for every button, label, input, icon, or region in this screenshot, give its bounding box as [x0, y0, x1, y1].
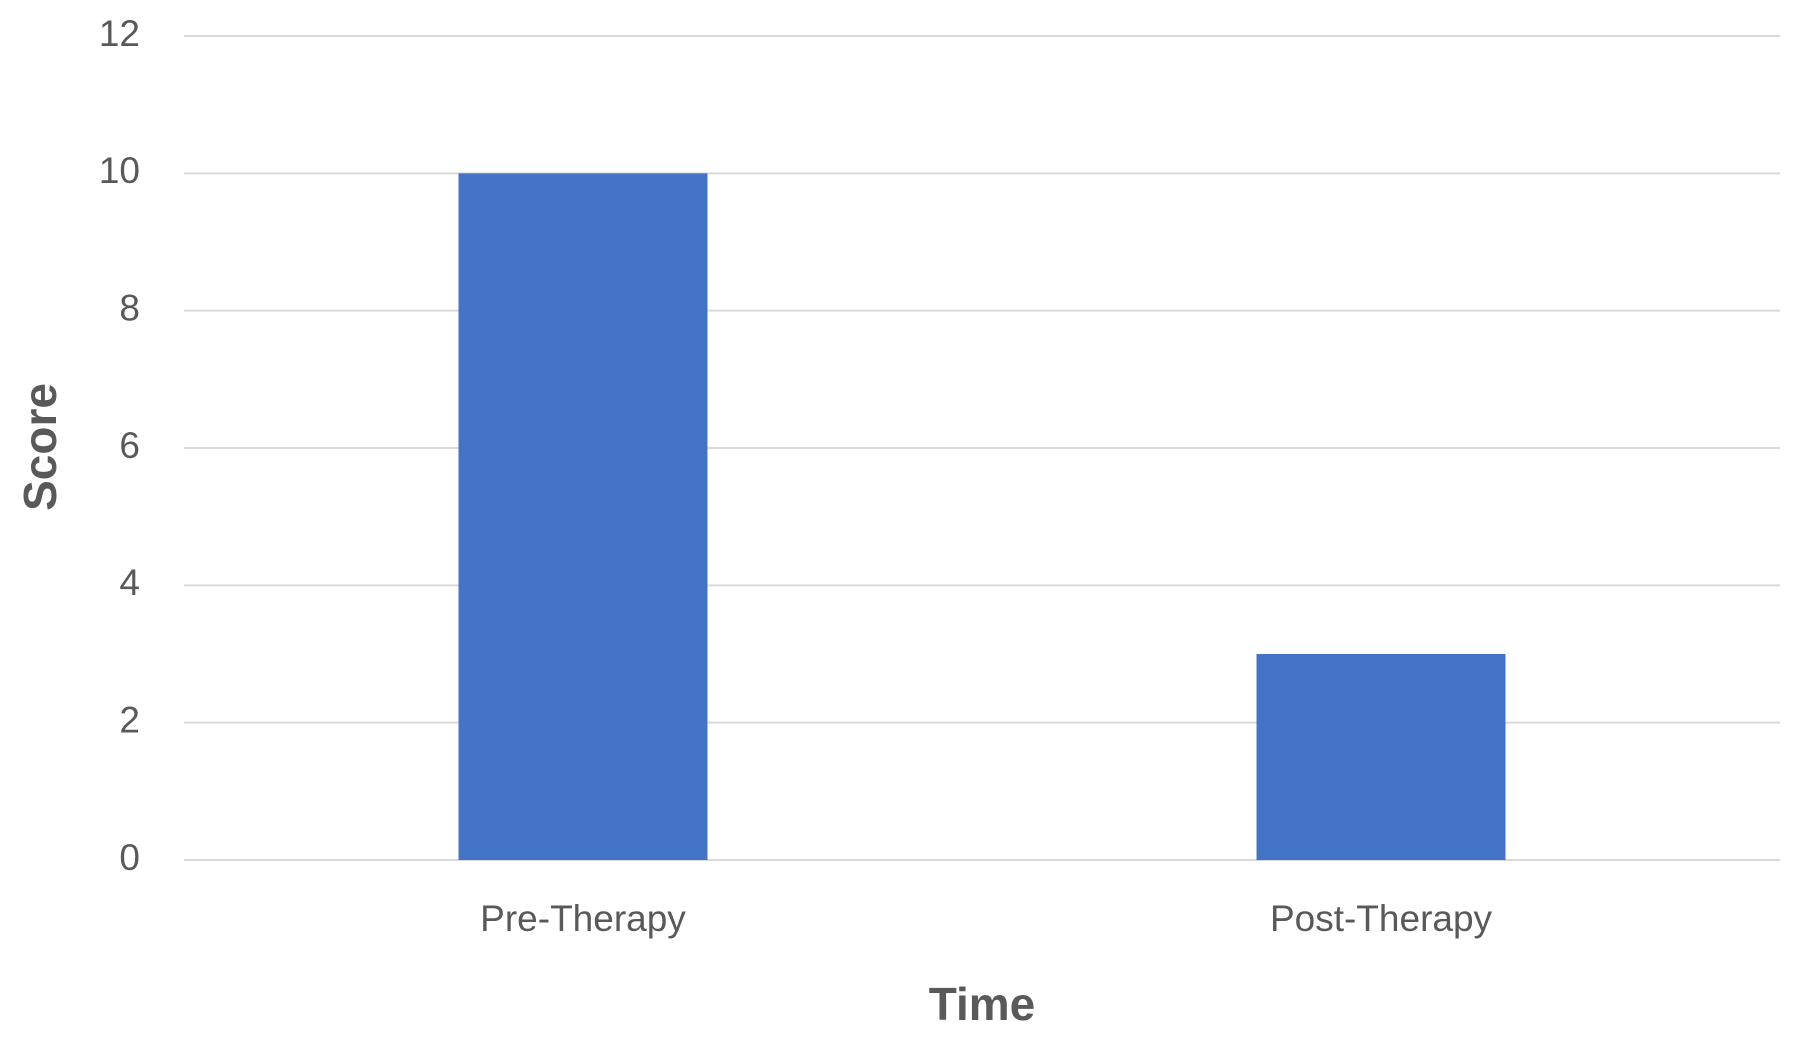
y-tick-label: 8 — [119, 287, 140, 328]
y-tick-label: 0 — [119, 837, 140, 878]
y-tick-label: 2 — [119, 699, 140, 740]
y-tick-label: 4 — [119, 562, 140, 603]
y-tick-label: 12 — [99, 13, 140, 54]
bar — [1256, 654, 1506, 860]
y-tick-label: 6 — [119, 425, 140, 466]
bar — [458, 173, 708, 861]
x-tick-label: Post-Therapy — [1270, 898, 1493, 939]
y-axis-title: Score — [14, 383, 66, 511]
x-axis-title: Time — [929, 978, 1036, 1030]
y-tick-label: 10 — [99, 150, 140, 191]
x-tick-label: Pre-Therapy — [480, 898, 686, 939]
